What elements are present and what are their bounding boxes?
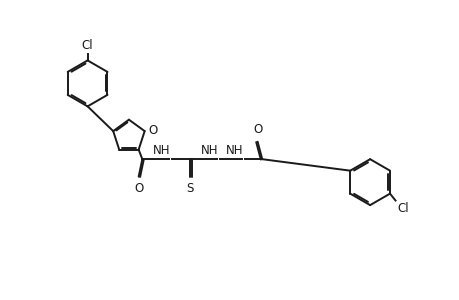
Text: Cl: Cl	[396, 202, 408, 215]
Text: NH: NH	[152, 144, 170, 158]
Text: O: O	[134, 182, 143, 195]
Text: NH: NH	[200, 144, 218, 158]
Text: O: O	[252, 123, 262, 136]
Text: Cl: Cl	[82, 39, 93, 52]
Text: S: S	[186, 182, 193, 195]
Text: NH: NH	[225, 144, 243, 158]
Text: O: O	[147, 124, 157, 137]
